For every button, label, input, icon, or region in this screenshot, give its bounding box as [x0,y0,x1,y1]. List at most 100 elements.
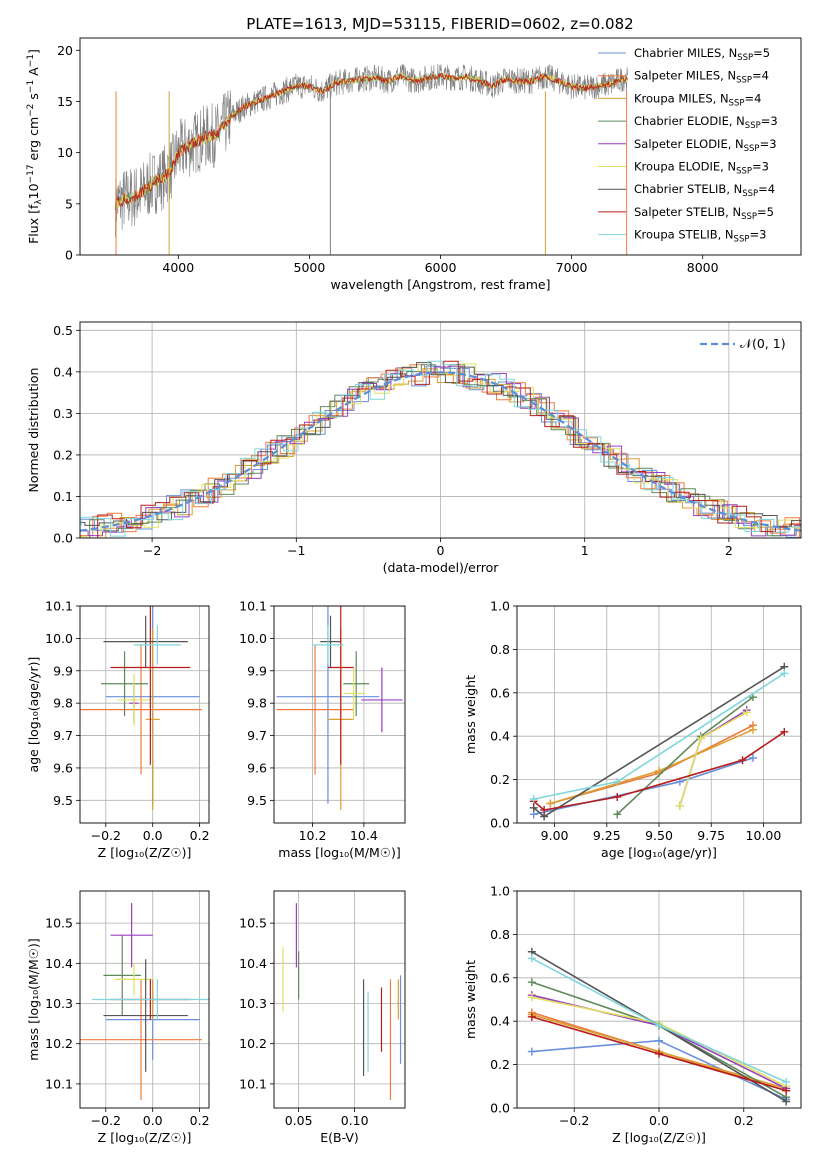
y-tick-label: 0.5 [53,323,73,338]
legend-name: Kroupa MILES, N [634,91,729,105]
x-tick-label: 9.50 [645,828,673,843]
y-tick-label: 9.7 [53,728,73,743]
y-tick-label: 10.2 [45,1036,73,1051]
y-tick-label: 10.5 [239,916,267,931]
plus-marker [738,756,747,765]
y-tick-label: 9.6 [53,760,73,775]
x-tick-label: 0.2 [734,1113,754,1128]
model-spectrum [114,71,628,210]
x-axis-label: Z [log₁₀(Z/Z☉)] [98,845,192,860]
plus-marker [748,725,757,734]
legend-value: =5 [757,205,774,219]
label-part: Flux [f [26,204,41,244]
y-tick-label: 0.6 [490,685,510,700]
y-tick-label: 0.8 [490,927,510,942]
plus-marker [655,1049,663,1058]
plus-marker [527,993,536,1002]
x-axis-label: wavelength [Angstrom, rest frame] [330,277,550,292]
axes-frame [79,605,210,824]
label-part: A [26,67,41,80]
y-tick-label: 9.6 [247,760,267,775]
label-part: −1 [26,80,36,93]
plot-area [80,903,209,1100]
axes-frame [79,37,802,256]
x-axis-label: age [log₁₀(age/yr)] [601,845,717,860]
legend-value: =4 [744,91,761,105]
y-tick-label: 9.9 [53,663,73,678]
plot-area [282,903,402,1100]
plus-marker [655,766,663,775]
y-tick-label: 9.5 [247,793,267,808]
legend-name: Chabrier ELODIE, N [634,114,745,128]
x-tick-label: 9.75 [697,828,725,843]
plus-marker [782,1077,791,1086]
y-tick-label: 0.3 [53,406,73,421]
x-tick-label: 0.2 [190,828,210,843]
residual-histogram [80,364,801,538]
x-axis-label: mass [log₁₀(M/M☉)] [278,845,400,860]
label-part: s [26,93,41,104]
axes-frame [79,890,210,1109]
axes-frame [273,605,406,824]
legend-sub: SSP [736,167,752,177]
legend-value: =3 [761,114,778,128]
y-tick-label: 10.2 [239,1036,267,1051]
plot-area [527,947,791,1106]
observed-spectrum [115,63,629,237]
label-part: ] [26,49,41,54]
plot-area [529,662,789,821]
label-part: −1 [26,54,36,67]
x-tick-label: 0 [437,543,445,558]
y-tick-label: 9.8 [53,696,73,711]
plus-marker [782,1097,791,1106]
y-axis-label: mass weight [463,675,478,754]
legend-name: Salpeter MILES, N [634,69,736,83]
y-tick-label: 15 [57,94,73,109]
legend-name: Kroupa ELODIE, N [634,160,736,174]
y-axis-label: Flux [fλ10−17 erg cm−2 s−1 A−1] [26,49,44,244]
y-tick-label: 10.1 [239,599,267,614]
residuals-panel: −2 −1 0 1 2 0.0 0.1 0.2 0.3 0.4 0.5 (data-model)/er… [26,321,802,575]
y-tick-label: 0.2 [53,447,73,462]
plus-marker [527,978,536,987]
plus-marker [540,805,549,814]
y-tick-label: 9.7 [247,728,267,743]
plus-marker [527,1047,536,1056]
plus-marker [613,777,622,786]
y-tick-label: 9.9 [247,663,267,678]
model-spectrum [114,72,628,210]
mass-weight-vs-metallicity-panel: −0.2 0.0 0.2 0.0 0.2 0.4 0.6 0.8 1.0 Z [log₁₀(Z/Z… [463,884,802,1145]
legend-name: Kroupa STELIB, N [634,228,734,242]
x-tick-label: 7000 [556,260,588,275]
x-tick-label: 2 [725,543,733,558]
plus-marker [696,734,705,743]
legend-label: Salpeter ELODIE, NSSP=3 [634,137,777,154]
axes-frame [516,890,802,1109]
legend-sub: SSP [737,53,753,63]
x-tick-label: −0.2 [559,1113,589,1128]
x-tick-label: 0.10 [341,1113,369,1128]
x-tick-label: 10.00 [746,828,782,843]
legend-name: Chabrier STELIB, N [634,182,742,196]
y-tick-label: 10.1 [239,1076,267,1091]
y-tick-label: 10.0 [239,631,267,646]
residual-histogram [80,362,801,527]
legend-label: Kroupa MILES, NSSP=4 [634,91,761,108]
spectrum-panel: 4000 5000 6000 7000 8000 0 5 10 15 20 wavelength [… [26,37,802,292]
residual-histogram [80,360,801,537]
y-tick-label: 0.0 [490,816,510,831]
plus-marker [675,801,684,810]
mass-weight-vs-age-panel: 9.00 9.25 9.50 9.75 10.00 0.0 0.2 0.4 0.6 0.8 1.0 a… [463,599,802,860]
y-tick-label: 0.4 [490,1014,510,1029]
plus-marker [529,795,538,804]
plus-marker [527,1012,536,1021]
x-tick-label: 9.00 [541,828,569,843]
y-tick-label: 10 [57,145,73,160]
legend-value: =3 [749,228,766,242]
x-tick-label: 9.25 [593,828,621,843]
y-tick-label: 9.8 [247,696,267,711]
label-part: λ [34,199,44,205]
plot-area [80,606,202,811]
plus-marker [655,1021,663,1030]
axes-frame [516,605,802,824]
